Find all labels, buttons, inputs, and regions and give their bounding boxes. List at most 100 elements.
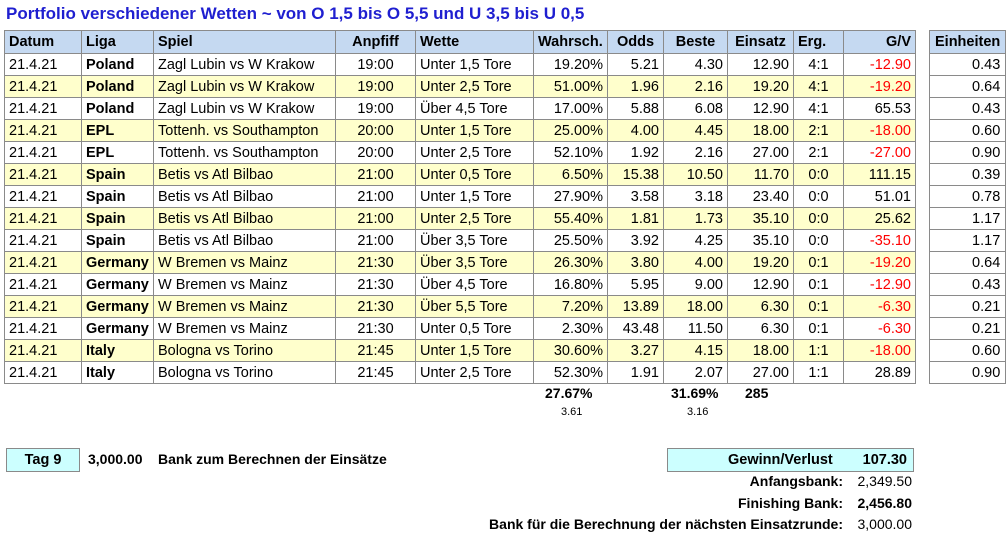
cell-liga[interactable]: Poland [81, 53, 154, 76]
cell-wahrsch[interactable]: 6.50% [533, 163, 608, 186]
cell-spiel[interactable]: Betis vs Atl Bilbao [153, 185, 336, 208]
cell-datum[interactable]: 21.4.21 [4, 185, 82, 208]
cell-gv[interactable]: -18.00 [843, 119, 916, 142]
cell-liga[interactable]: EPL [81, 141, 154, 164]
cell-wahrsch[interactable]: 52.10% [533, 141, 608, 164]
cell-anpfiff[interactable]: 21:45 [335, 361, 416, 384]
cell-liga[interactable]: Italy [81, 361, 154, 384]
cell-anpfiff[interactable]: 19:00 [335, 97, 416, 120]
cell-wahrsch[interactable]: 16.80% [533, 273, 608, 296]
cell-einsatz[interactable]: 6.30 [727, 295, 794, 318]
cell-wahrsch[interactable]: 26.30% [533, 251, 608, 274]
header-beste[interactable]: Beste [663, 30, 728, 54]
total-beste-sub[interactable]: 3.16 [687, 406, 709, 418]
cell-spiel[interactable]: W Bremen vs Mainz [153, 295, 336, 318]
cell-einheiten[interactable]: 0.90 [928, 361, 1007, 384]
cell-einheiten[interactable]: 0.60 [928, 119, 1007, 142]
cell-odds[interactable]: 1.92 [607, 141, 664, 164]
cell-erg[interactable]: 2:1 [793, 141, 844, 164]
cell-odds[interactable]: 1.81 [607, 207, 664, 230]
cell-wahrsch[interactable]: 52.30% [533, 361, 608, 384]
cell-wette[interactable]: Unter 1,5 Tore [415, 119, 534, 142]
cell-wette[interactable]: Unter 1,5 Tore [415, 185, 534, 208]
header-einheiten[interactable]: Einheiten [928, 30, 1007, 54]
header-gv[interactable]: G/V [843, 30, 916, 54]
cell-einsatz[interactable]: 35.10 [727, 207, 794, 230]
cell-wahrsch[interactable]: 2.30% [533, 317, 608, 340]
cell-einsatz[interactable]: 12.90 [727, 53, 794, 76]
cell-wahrsch[interactable]: 27.90% [533, 185, 608, 208]
cell-liga[interactable]: Poland [81, 97, 154, 120]
cell-spiel[interactable]: W Bremen vs Mainz [153, 317, 336, 340]
cell-odds[interactable]: 15.38 [607, 163, 664, 186]
cell-einsatz[interactable]: 23.40 [727, 185, 794, 208]
header-datum[interactable]: Datum [4, 30, 82, 54]
cell-liga[interactable]: Germany [81, 295, 154, 318]
cell-anpfiff[interactable]: 21:30 [335, 295, 416, 318]
anfangsbank-value[interactable]: 2,349.50 [857, 473, 913, 489]
cell-gv[interactable]: 25.62 [843, 207, 916, 230]
cell-einsatz[interactable]: 27.00 [727, 141, 794, 164]
cell-datum[interactable]: 21.4.21 [4, 273, 82, 296]
cell-erg[interactable]: 0:1 [793, 317, 844, 340]
cell-wette[interactable]: Über 4,5 Tore [415, 273, 534, 296]
cell-erg[interactable]: 1:1 [793, 361, 844, 384]
cell-gv[interactable]: 65.53 [843, 97, 916, 120]
cell-datum[interactable]: 21.4.21 [4, 75, 82, 98]
cell-einheiten[interactable]: 0.21 [928, 317, 1007, 340]
cell-beste[interactable]: 3.18 [663, 185, 728, 208]
cell-gv[interactable]: 51.01 [843, 185, 916, 208]
cell-wette[interactable]: Über 4,5 Tore [415, 97, 534, 120]
cell-spiel[interactable]: Betis vs Atl Bilbao [153, 229, 336, 252]
cell-anpfiff[interactable]: 21:30 [335, 273, 416, 296]
cell-liga[interactable]: Italy [81, 339, 154, 362]
cell-anpfiff[interactable]: 21:00 [335, 185, 416, 208]
cell-einsatz[interactable]: 19.20 [727, 75, 794, 98]
finishing-bank-value[interactable]: 2,456.80 [857, 495, 913, 511]
cell-spiel[interactable]: Tottenh. vs Southampton [153, 119, 336, 142]
cell-einsatz[interactable]: 18.00 [727, 119, 794, 142]
cell-wette[interactable]: Unter 1,5 Tore [415, 339, 534, 362]
cell-erg[interactable]: 4:1 [793, 97, 844, 120]
cell-einsatz[interactable]: 27.00 [727, 361, 794, 384]
cell-beste[interactable]: 9.00 [663, 273, 728, 296]
cell-spiel[interactable]: W Bremen vs Mainz [153, 273, 336, 296]
cell-odds[interactable]: 3.92 [607, 229, 664, 252]
cell-erg[interactable]: 0:0 [793, 207, 844, 230]
cell-anpfiff[interactable]: 21:30 [335, 317, 416, 340]
header-erg[interactable]: Erg. [793, 30, 844, 54]
cell-gv[interactable]: 28.89 [843, 361, 916, 384]
cell-spiel[interactable]: Zagl Lubin vs W Krakow [153, 97, 336, 120]
cell-datum[interactable]: 21.4.21 [4, 53, 82, 76]
cell-anpfiff[interactable]: 20:00 [335, 119, 416, 142]
cell-datum[interactable]: 21.4.21 [4, 251, 82, 274]
cell-gv[interactable]: -12.90 [843, 53, 916, 76]
total-einsatz[interactable]: 285 [745, 385, 769, 401]
cell-anpfiff[interactable]: 21:00 [335, 207, 416, 230]
cell-odds[interactable]: 5.88 [607, 97, 664, 120]
cell-wahrsch[interactable]: 25.00% [533, 119, 608, 142]
cell-beste[interactable]: 4.15 [663, 339, 728, 362]
cell-anpfiff[interactable]: 19:00 [335, 75, 416, 98]
cell-einheiten[interactable]: 0.64 [928, 251, 1007, 274]
cell-spiel[interactable]: Tottenh. vs Southampton [153, 141, 336, 164]
cell-wahrsch[interactable]: 17.00% [533, 97, 608, 120]
cell-wette[interactable]: Unter 2,5 Tore [415, 361, 534, 384]
cell-datum[interactable]: 21.4.21 [4, 317, 82, 340]
cell-beste[interactable]: 4.45 [663, 119, 728, 142]
cell-einheiten[interactable]: 0.39 [928, 163, 1007, 186]
header-liga[interactable]: Liga [81, 30, 154, 54]
cell-odds[interactable]: 4.00 [607, 119, 664, 142]
cell-einheiten[interactable]: 0.64 [928, 75, 1007, 98]
cell-wette[interactable]: Unter 0,5 Tore [415, 317, 534, 340]
cell-wette[interactable]: Unter 2,5 Tore [415, 75, 534, 98]
cell-liga[interactable]: Spain [81, 207, 154, 230]
cell-datum[interactable]: 21.4.21 [4, 119, 82, 142]
cell-odds[interactable]: 3.80 [607, 251, 664, 274]
cell-wahrsch[interactable]: 25.50% [533, 229, 608, 252]
cell-erg[interactable]: 0:0 [793, 163, 844, 186]
bank-value[interactable]: 3,000.00 [88, 451, 143, 467]
cell-odds[interactable]: 3.27 [607, 339, 664, 362]
cell-wahrsch[interactable]: 7.20% [533, 295, 608, 318]
header-spiel[interactable]: Spiel [153, 30, 336, 54]
